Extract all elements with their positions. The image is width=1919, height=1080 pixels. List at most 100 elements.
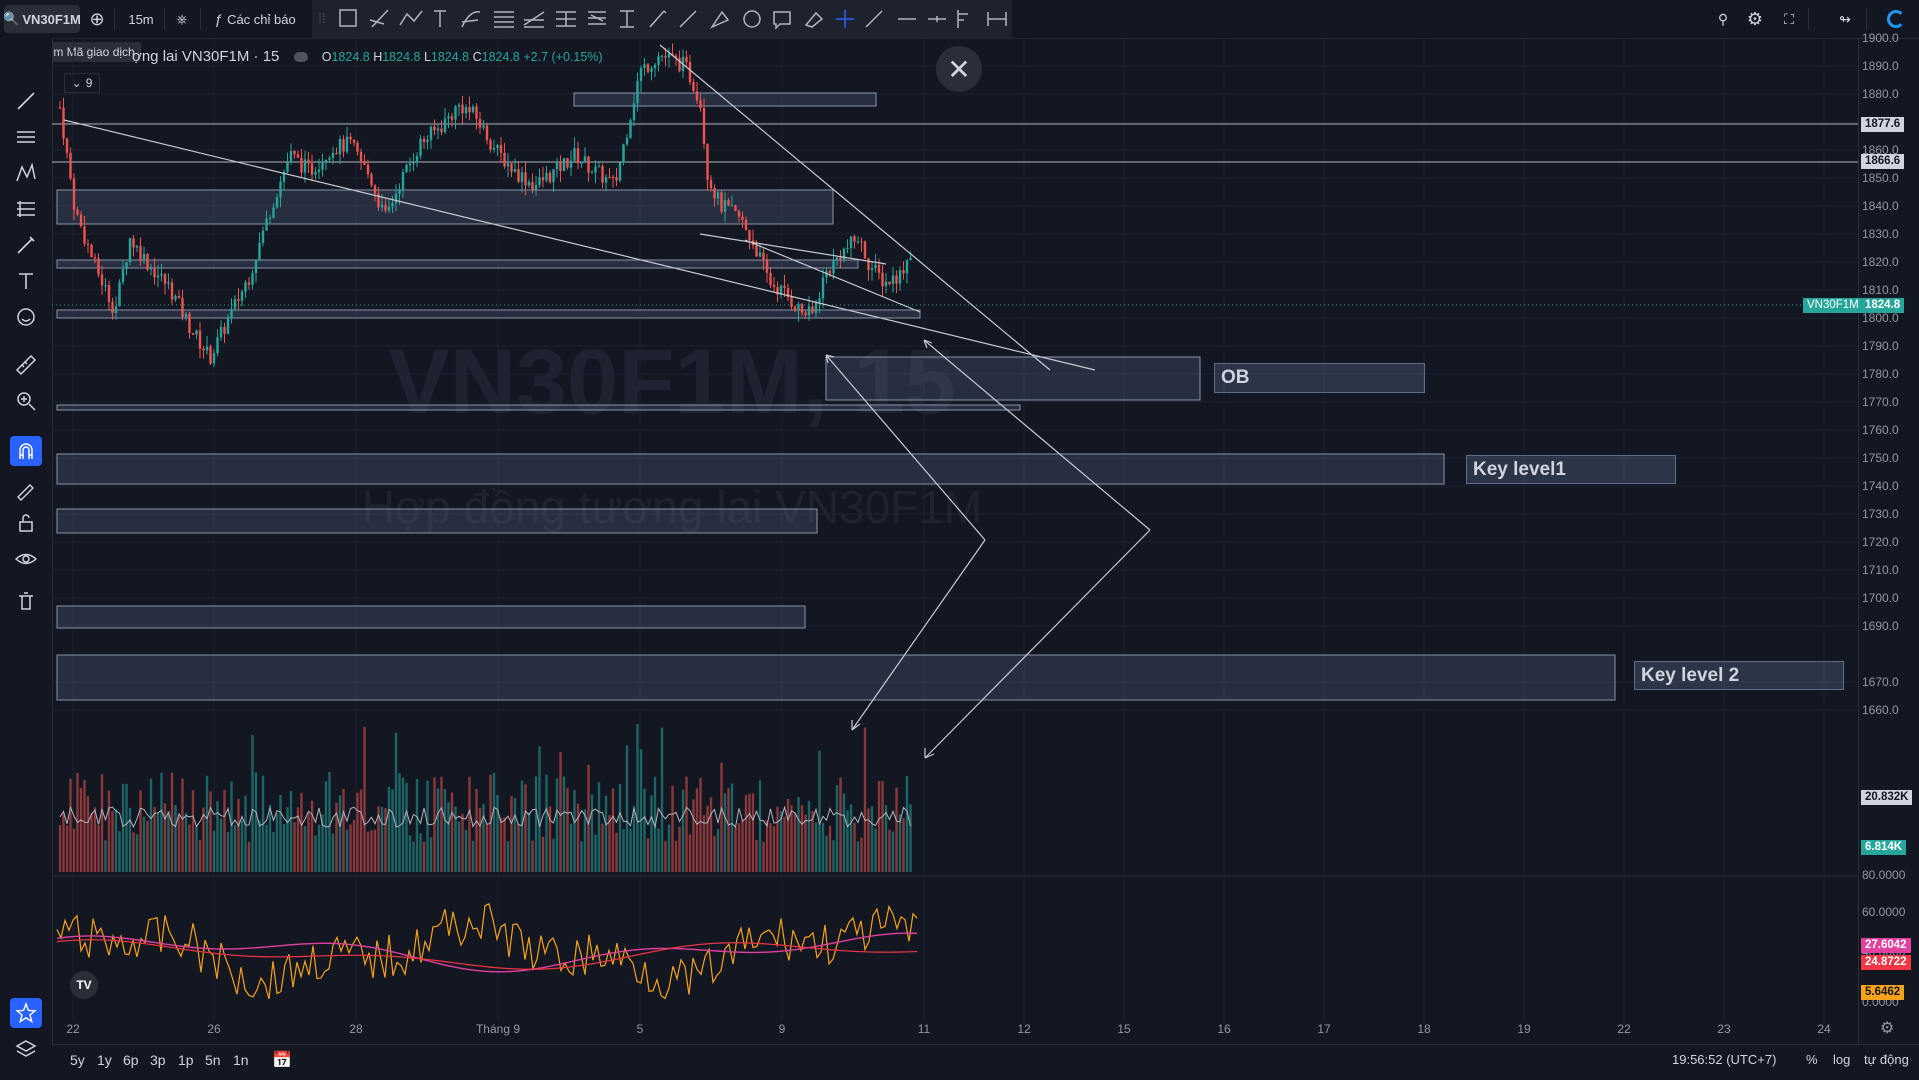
percent-toggle[interactable]: % — [1806, 1052, 1818, 1067]
pencil-lock-icon — [17, 484, 34, 501]
indicators-collapse-button[interactable]: ⌄ 9 — [64, 73, 100, 93]
candle-body — [524, 172, 527, 186]
close-button[interactable]: ✕ — [936, 46, 982, 92]
range-button-5y[interactable]: 5y — [70, 1052, 85, 1068]
drawing-mode-tool[interactable] — [10, 474, 42, 504]
candle-body — [804, 312, 807, 316]
zoom-in-icon — [17, 392, 36, 411]
horizontal-lines-tool[interactable] — [10, 122, 42, 152]
hide-drawings-tool[interactable] — [10, 544, 42, 574]
ob-label[interactable]: OB — [1214, 363, 1425, 393]
candle-body — [685, 56, 688, 63]
candle-body — [601, 166, 604, 183]
pattern-tool[interactable] — [10, 158, 42, 188]
volume-bar — [90, 813, 93, 872]
candle-body — [727, 200, 730, 206]
clock[interactable]: 19:56:52 (UTC+7) — [1672, 1052, 1777, 1067]
delete-drawings-tool[interactable] — [10, 586, 42, 616]
trend-line-tool[interactable] — [10, 86, 42, 116]
candle-body — [405, 164, 408, 172]
log-toggle[interactable]: log — [1833, 1052, 1851, 1067]
fib-tool[interactable] — [10, 194, 42, 224]
volume-bar — [408, 835, 412, 872]
object-tree-button[interactable] — [10, 1034, 42, 1064]
candle-body — [79, 214, 83, 227]
drawings[interactable] — [63, 44, 1151, 759]
volume-bar — [716, 829, 720, 872]
compare-add-button[interactable]: ⊕ — [86, 5, 108, 33]
candle-body — [132, 238, 135, 248]
indicators-button[interactable]: ƒ Các chỉ báo — [206, 5, 304, 33]
watermark: VN30F1M, 15 Hợp đồng tương lai VN30F1M — [362, 331, 982, 533]
volume-bar — [216, 801, 219, 872]
volume-bar — [135, 834, 139, 872]
candle-body — [111, 301, 114, 314]
volume-bar — [902, 817, 905, 872]
volume-bar — [433, 777, 436, 872]
volume-bar — [370, 830, 373, 872]
volume-bar — [443, 789, 447, 872]
auto-toggle[interactable]: tự động — [1864, 1052, 1909, 1067]
range-button-6p[interactable]: 6p — [123, 1052, 139, 1068]
emoji-tool[interactable] — [10, 302, 42, 332]
account-button[interactable] — [1882, 5, 1910, 33]
brush-tool[interactable] — [10, 230, 42, 260]
candle-body — [755, 245, 758, 257]
volume-bar — [769, 823, 772, 872]
favorites-button[interactable] — [10, 998, 42, 1028]
candle-body — [90, 244, 93, 258]
candle-body — [443, 118, 447, 132]
share-button[interactable]: ↬ — [1832, 5, 1858, 33]
lines-icon — [17, 131, 35, 143]
key-level-2-label[interactable]: Key level 2 — [1634, 661, 1844, 690]
range-button-5n[interactable]: 5n — [205, 1052, 221, 1068]
volume-bar — [132, 832, 135, 872]
tv-logo-icon[interactable]: TV — [70, 971, 98, 999]
candle-body — [688, 62, 692, 83]
key-level-1-label[interactable]: Key level1 — [1466, 455, 1676, 484]
volume-bar — [275, 813, 279, 872]
eye-icon — [14, 553, 38, 565]
go-to-date-button[interactable]: 📅 — [272, 1050, 292, 1070]
symbol-search-button[interactable]: 🔍 VN30F1M — [3, 5, 81, 33]
volume-bar — [457, 821, 461, 872]
candle-body — [118, 282, 121, 307]
volume-bar — [279, 794, 282, 872]
chart-canvas[interactable]: VN30F1M, 15 Hợp đồng tương lai VN30F1M — [52, 38, 1862, 1022]
volume-bar — [559, 752, 562, 872]
zoom-in-tool[interactable] — [10, 386, 42, 416]
candle-body — [450, 116, 454, 120]
price-axis[interactable] — [1858, 38, 1919, 1044]
range-button-1n[interactable]: 1n — [233, 1052, 249, 1068]
fullscreen-button[interactable]: ⛶ — [1776, 5, 1802, 33]
zoom-search-button[interactable]: ⚲ — [1710, 5, 1736, 33]
lock-tool[interactable] — [10, 508, 42, 538]
price-tick: 1850.0 — [1862, 171, 1899, 185]
range-button-3p[interactable]: 3p — [150, 1052, 166, 1068]
candle-body — [394, 193, 398, 204]
interval-button[interactable]: 15m — [122, 5, 160, 33]
candle-body — [219, 327, 223, 338]
candle-body — [135, 245, 139, 248]
price-tick: 1790.0 — [1862, 339, 1899, 353]
range-button-1y[interactable]: 1y — [97, 1052, 112, 1068]
ruler-tool[interactable] — [10, 350, 42, 380]
text-tool[interactable] — [10, 266, 42, 296]
settings-button[interactable]: ⚙ — [1742, 5, 1768, 33]
top-toolbar: 🔍 VN30F1M ⊕ 15m ⎈ ƒ Các chỉ báo ⁞⁞ — [0, 0, 1919, 39]
legend-title[interactable]: ợng lai VN30F1M · 15 — [132, 48, 280, 65]
candle-body — [209, 346, 212, 364]
range-button-1p[interactable]: 1p — [178, 1052, 194, 1068]
candle-body — [608, 176, 611, 178]
volume-bar — [373, 829, 377, 872]
magnet-tool[interactable] — [10, 436, 42, 466]
candle-body — [251, 273, 254, 285]
candle-body — [842, 248, 846, 261]
legend-toggle-icon[interactable] — [293, 52, 308, 63]
axis-settings-button[interactable]: ⚙ — [1880, 1018, 1894, 1038]
volume-bar — [720, 762, 723, 872]
volume-bar — [807, 800, 811, 872]
watermark-symbol: VN30F1M, 15 — [388, 331, 956, 433]
chart-type-button[interactable]: ⎈ — [168, 5, 196, 33]
zones[interactable] — [52, 92, 1858, 701]
